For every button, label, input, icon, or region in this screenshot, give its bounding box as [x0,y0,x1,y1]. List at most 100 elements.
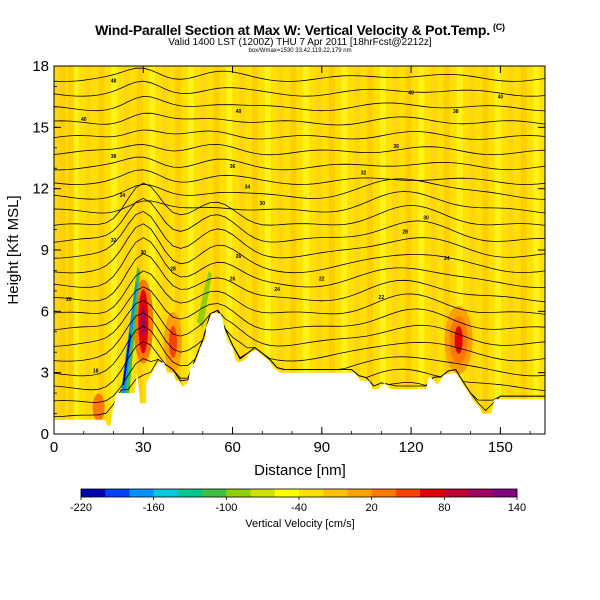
field-streak [431,66,438,434]
x-tick-label: 90 [313,439,330,456]
field-streak [175,66,182,434]
theta-contour-line [54,286,545,331]
theta-contour-line [54,112,545,126]
contour-label: 20 [66,297,72,303]
field-background [54,66,545,434]
theta-contour-line [54,178,545,200]
theta-contour-line [54,156,545,171]
colorbar-swatch [105,489,130,497]
colorbar-swatch [274,489,300,497]
field-streak [200,66,207,434]
contour-label: 40 [81,117,87,123]
colorbar-swatch [371,489,397,497]
contour-label: 34 [120,193,126,199]
field-streak [405,66,412,434]
chart-title: Wind-Parallel Section at Max W: Vertical… [0,22,600,38]
theta-contour-line [54,143,545,156]
contour-label: 26 [236,254,242,260]
colorbar-swatch [492,489,518,497]
field-streak [264,66,271,434]
field-streak [123,66,130,434]
theta-contour-line [54,210,545,259]
downdraft-band [120,280,138,394]
contour-label: 30 [260,201,266,207]
field-streak [162,66,169,434]
y-tick-label: 3 [41,365,49,382]
theta-contour-line [54,67,545,82]
colorbar-swatch [177,489,203,497]
colorbar-swatch [250,489,276,497]
downdraft-band [196,270,212,328]
theta-contour-line [54,191,545,214]
colorbar-swatch [226,489,251,497]
field-streak [507,66,514,434]
contour-label: 28 [402,230,408,236]
colorbar-swatch [395,489,421,497]
contour-label: 22 [319,277,325,283]
colorbar-tick-label: 140 [508,502,526,514]
contour-label: 34 [245,185,251,191]
colorbar [80,488,518,500]
contour-label: 38 [111,154,117,160]
colorbar-tick-label: 20 [366,502,378,514]
contour-label: 40 [408,91,414,97]
field-streak [187,66,194,434]
field-streak [443,66,450,434]
contour-label: 32 [361,170,367,176]
y-tick-label: 15 [32,119,49,136]
theta-contour-line [54,309,545,362]
field-streak [213,66,220,434]
colorbar-swatch [153,489,179,497]
terrain [54,313,545,434]
colorbar-tick-label: -40 [291,502,307,514]
theta-contour-line [54,309,545,377]
field-streak [98,66,105,434]
field-streak [136,66,143,434]
theta-contour-line [54,253,545,303]
downdraft-band [122,331,132,385]
y-tick-label: 6 [41,303,49,320]
x-tick-label: 120 [399,439,424,456]
theta-contour-line [54,182,545,226]
colorbar-swatch [299,489,324,497]
field-streak [111,66,118,434]
chart-subtitle: Valid 1400 LST (1200Z) THU 7 Apr 2011 [1… [168,37,432,48]
contour-label: 40 [236,109,242,115]
field-streak [72,66,79,434]
colorbar-swatch [202,489,227,497]
contour-label: 26 [230,277,236,283]
updraft-core-outer [92,393,105,422]
theta-contour-line [54,129,545,140]
field-streak [290,66,297,434]
colorbar-tick-label: -100 [215,502,237,514]
contour-label: 48 [111,78,117,84]
y-tick-label: 9 [41,242,49,259]
field-streak [251,66,258,434]
terrain-mask [54,313,545,434]
field-streak [495,66,502,434]
y-tick-label: 12 [32,181,49,198]
y-tick-label: 0 [41,426,49,443]
updraft-core-inner [454,325,463,354]
colorbar-swatch [129,489,154,497]
y-tick-label: 18 [32,58,49,75]
field-streak [367,66,374,434]
theta-contour-line [54,80,545,97]
contour-label: 32 [111,238,117,244]
theta-contour-line [54,299,545,347]
field-streak [533,66,540,434]
colorbar-title: Vertical Velocity [cm/s] [245,518,355,530]
velocity-field [54,66,545,434]
contour-label: 24 [274,287,280,293]
x-tick-label: 0 [50,439,58,456]
field-streak [418,66,425,434]
field-streak [67,66,74,434]
field-streak [520,66,527,434]
field-streak [226,66,233,434]
chart-title-mark: (C) [492,22,505,32]
contour-label: 24 [444,256,450,262]
field-streak [85,66,92,434]
x-tick-labels: 0 30 60 90 120 150 [50,439,513,456]
axis-ticks [53,65,545,435]
